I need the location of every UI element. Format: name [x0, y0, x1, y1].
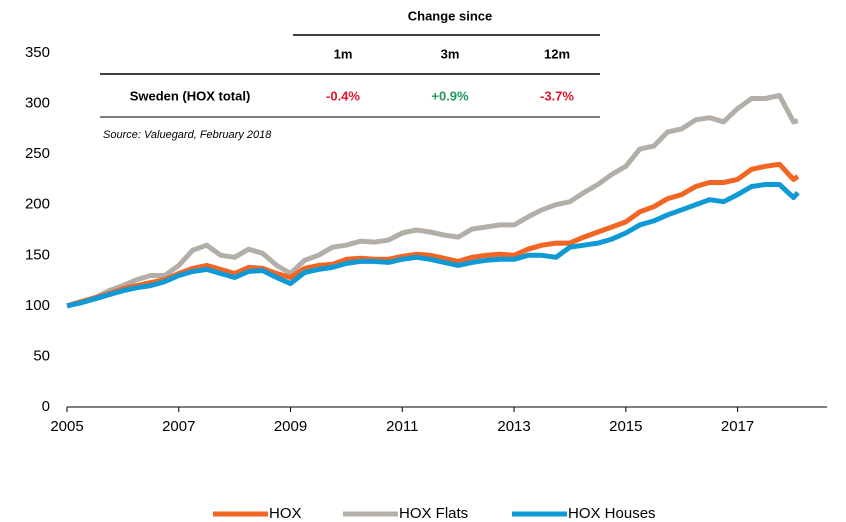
column-header: 3m [441, 46, 460, 61]
legend-label: HOX [269, 505, 302, 522]
y-tick-label: 300 [25, 95, 50, 112]
x-tick-label: 2009 [274, 418, 307, 435]
cell: -0.4% [326, 88, 360, 103]
x-tick-label: 2005 [50, 418, 83, 435]
source: Source: Valuegard, February 2018 [103, 129, 272, 141]
legend-label: HOX Flats [399, 505, 468, 522]
y-tick-label: 200 [25, 196, 50, 213]
series-line [66, 161, 800, 309]
legend-label: HOX Houses [568, 505, 656, 522]
y-tick-label: 100 [25, 297, 50, 314]
column-header: 1m [334, 46, 353, 61]
y-tick-label: 250 [25, 145, 50, 162]
cell: -3.7% [540, 88, 574, 103]
x-tick-label: 2015 [609, 418, 642, 435]
table-header: Change since [408, 8, 493, 23]
y-tick-label: 150 [25, 246, 50, 263]
series-line [66, 93, 799, 309]
series-line [66, 182, 800, 309]
x-tick-label: 2013 [497, 418, 530, 435]
y-tick-label: 350 [25, 44, 50, 61]
x-tick-label: 2011 [386, 418, 418, 435]
column-header: 12m [544, 46, 570, 61]
x-tick-label: 2007 [162, 418, 195, 435]
x-tick-label: 2017 [721, 418, 754, 435]
y-tick-label: 50 [33, 347, 50, 364]
y-tick-label: 0 [42, 398, 50, 415]
row-label: Sweden (HOX total) [130, 88, 251, 103]
cell: +0.9% [431, 88, 469, 103]
